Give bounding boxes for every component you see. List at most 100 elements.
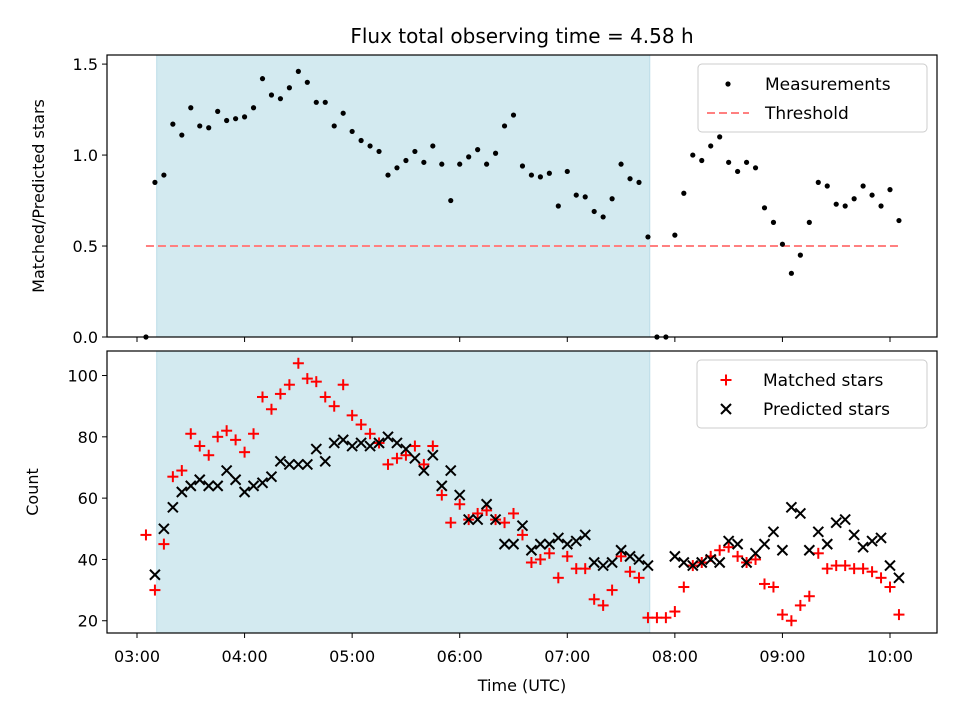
measurement-point	[546, 170, 552, 176]
predicted-star-point	[785, 501, 798, 514]
measurement-point	[887, 187, 893, 193]
matched-star-point	[588, 593, 600, 605]
predicted-star-point	[167, 501, 179, 514]
predicted-star-point	[552, 532, 565, 544]
measurement-point	[304, 79, 310, 85]
measurement-point	[788, 270, 794, 276]
bottom-panel: 20 40 60 80 100 03:00 04:00 05:00 06:00 07:00 08:0…	[23, 350, 938, 695]
measurement-point	[573, 192, 579, 198]
matched-star-point	[454, 498, 466, 510]
legend-measurements-marker	[725, 81, 731, 87]
measurement-point	[735, 168, 741, 175]
predicted-star-point	[722, 535, 735, 547]
predicted-star-point	[203, 480, 215, 492]
legend-predicted-marker	[720, 403, 732, 415]
measurement-point	[779, 241, 786, 247]
measurement-point	[322, 99, 328, 105]
matched-star-point	[534, 553, 546, 565]
measurement-point	[241, 114, 248, 120]
matched-star-point	[759, 578, 770, 590]
predicted-star-point	[767, 526, 780, 538]
matched-star-point	[230, 434, 242, 446]
top-y-tick-label: 0.5	[73, 237, 98, 256]
predicted-star-point	[310, 443, 322, 455]
predicted-star-point	[839, 513, 851, 526]
predicted-star-point	[803, 544, 816, 556]
predicted-star-point	[382, 431, 394, 443]
matched-star-point	[624, 566, 636, 578]
matched-star-point	[445, 517, 457, 529]
matched-star-point	[472, 507, 484, 519]
x-tick-label: 08:00	[652, 647, 698, 666]
matched-star-point	[221, 425, 233, 437]
predicted-star-point	[597, 559, 609, 572]
top-y-axis-label: Matched/Predicted stars	[29, 99, 48, 293]
measurement-point	[206, 125, 212, 131]
measurement-point	[295, 68, 301, 74]
predicted-star-point	[705, 553, 717, 566]
predicted-star-point	[579, 529, 591, 541]
matched-star-point	[418, 458, 430, 470]
x-tick-label: 04:00	[222, 647, 268, 666]
matched-star-point	[606, 584, 618, 596]
predicted-star-point	[669, 550, 681, 563]
measurement-point	[376, 148, 382, 155]
predicted-star-point	[274, 455, 287, 468]
matched-star-point	[248, 428, 260, 440]
bottom-y-tick-label: 60	[78, 489, 98, 508]
measurement-point	[600, 214, 606, 220]
measurement-point	[896, 217, 902, 224]
measurement-point	[708, 143, 714, 149]
matched-star-point	[427, 440, 439, 452]
bottom-axes-frame	[106, 350, 938, 634]
predicted-star-point	[462, 513, 475, 526]
predicted-star-point	[507, 538, 520, 550]
predicted-star-point	[812, 526, 824, 538]
matched-star-point	[292, 357, 304, 369]
matched-star-point	[176, 465, 188, 477]
measurement-point	[215, 108, 221, 114]
predicted-star-point	[794, 507, 807, 520]
measurement-point	[878, 203, 884, 209]
measurement-point	[179, 132, 185, 138]
matched-star-point	[525, 557, 537, 568]
predicted-star-point	[301, 458, 314, 471]
measurement-point	[672, 232, 678, 238]
measurement-point	[161, 172, 167, 178]
measurement-point	[331, 123, 337, 129]
predicted-star-point	[364, 440, 376, 452]
bottom-y-tick-label: 100	[67, 367, 98, 386]
measurement-point	[448, 197, 454, 204]
matched-star-point	[328, 400, 340, 412]
x-tick-label: 09:00	[759, 647, 805, 666]
matched-star-point	[158, 538, 170, 550]
measurement-point	[824, 183, 830, 189]
predicted-star-point	[821, 538, 833, 550]
predicted-star-point	[893, 572, 905, 584]
predicted-star-point	[642, 559, 654, 572]
measurement-point	[439, 161, 445, 167]
measurement-point	[636, 179, 642, 185]
measurement-point	[484, 161, 490, 167]
predicted-star-point	[588, 556, 600, 569]
matched-star-point	[481, 504, 493, 516]
matched-star-point	[812, 547, 824, 559]
measurement-point	[537, 174, 543, 180]
x-tick-label: 05:00	[329, 647, 375, 666]
predicted-star-point	[176, 486, 188, 498]
bottom-plot-area: 20 40 60 80 100 03:00 04:00 05:00 06:00 07:00 08:0…	[67, 350, 913, 666]
matched-star-point	[283, 379, 295, 391]
x-tick-label: 06:00	[437, 647, 483, 666]
predicted-star-point	[740, 556, 753, 569]
predicted-star-point	[409, 452, 421, 464]
predicted-star-point	[498, 538, 511, 550]
matched-star-point	[301, 373, 313, 385]
measurement-point	[564, 168, 570, 175]
matched-star-point	[409, 440, 421, 452]
predicted-star-point	[355, 437, 367, 449]
predicted-star-point	[256, 477, 269, 489]
matched-star-point	[400, 449, 412, 461]
measurement-point	[645, 234, 651, 240]
predicted-star-point	[713, 556, 726, 569]
measurement-point	[690, 152, 696, 158]
